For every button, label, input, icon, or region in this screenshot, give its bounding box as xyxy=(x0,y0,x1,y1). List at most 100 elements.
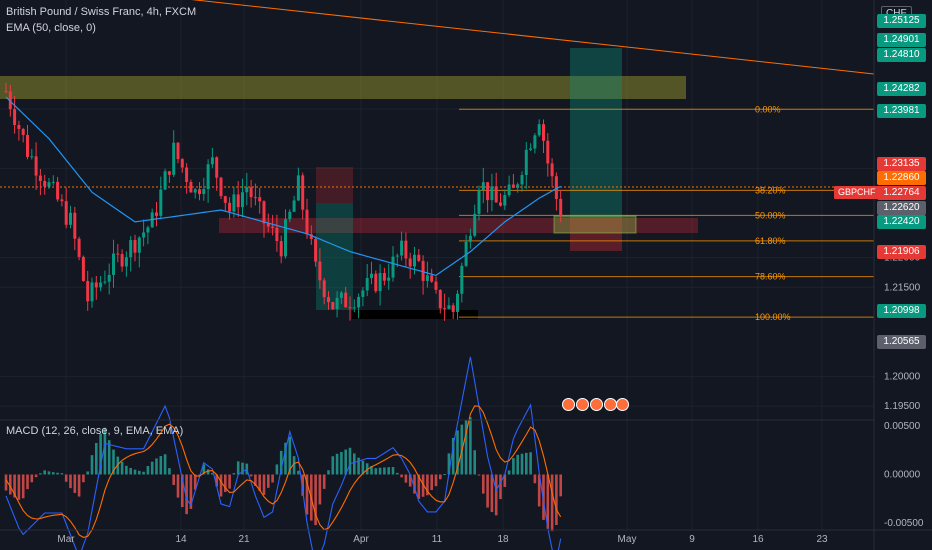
time-tick-label: May xyxy=(618,534,637,545)
macd-histogram-bar xyxy=(525,452,528,475)
candle-body xyxy=(554,176,558,199)
candle-body xyxy=(499,202,502,206)
fib-level-label: 38.20% xyxy=(755,185,786,195)
macd-histogram-bar xyxy=(185,474,188,515)
event-icon[interactable] xyxy=(562,398,575,411)
time-tick-label: 9 xyxy=(689,534,695,545)
candle-body xyxy=(301,175,305,210)
candle-body xyxy=(159,189,163,216)
candle-body xyxy=(249,187,253,198)
event-icon[interactable] xyxy=(616,398,629,411)
macd-histogram-bar xyxy=(129,467,132,475)
price-tag: 1.23981 xyxy=(877,104,926,118)
candle-body xyxy=(456,293,459,312)
candle-body xyxy=(69,212,72,225)
macd-histogram-bar xyxy=(146,466,150,475)
event-icon[interactable] xyxy=(576,398,589,411)
candle-body xyxy=(26,134,29,157)
candle-body xyxy=(185,167,189,182)
macd-histogram-bar xyxy=(168,468,171,475)
macd-histogram-bar xyxy=(473,450,476,475)
candle-body xyxy=(245,187,249,193)
candle-body xyxy=(292,200,296,212)
macd-histogram-bar xyxy=(206,469,210,475)
macd-histogram-bar xyxy=(202,464,206,475)
macd-histogram-bar xyxy=(9,474,12,495)
fib-level-label: 78.60% xyxy=(755,272,786,282)
black-bar xyxy=(352,310,478,319)
candle-body xyxy=(176,142,180,160)
macd-histogram-bar xyxy=(430,474,433,491)
candle-body xyxy=(477,190,481,214)
macd-histogram-bar xyxy=(305,474,309,515)
macd-histogram-bar xyxy=(292,456,296,475)
candle-body xyxy=(365,278,369,291)
chart-title[interactable]: British Pound / Swiss Franc, 4h, FXCM xyxy=(6,6,197,18)
macd-histogram-bar xyxy=(219,474,223,497)
macd-histogram-bar xyxy=(400,474,403,478)
time-tick-label: 21 xyxy=(238,534,250,545)
macd-histogram-bar xyxy=(189,474,193,509)
macd-histogram-bar xyxy=(417,474,421,499)
candle-body xyxy=(468,235,472,242)
macd-histogram-bar xyxy=(193,474,197,490)
price-tick-label: 1.19500 xyxy=(884,401,921,412)
macd-histogram-bar xyxy=(378,467,382,475)
fibonacci-retracement[interactable]: 0.00% 38.20% 50.00% 61.80% 78.60% 100.00% xyxy=(459,104,874,322)
candle-body xyxy=(90,282,94,302)
candle-body xyxy=(430,275,434,282)
candle-body xyxy=(357,296,361,308)
macd-histogram-bar xyxy=(490,474,494,513)
signal-line xyxy=(5,405,562,538)
macd-histogram-bar xyxy=(77,474,81,497)
candle-body xyxy=(219,177,223,197)
candle-body xyxy=(309,234,313,239)
candle-body xyxy=(232,194,236,212)
time-tick-label: 11 xyxy=(432,534,443,545)
candle-body xyxy=(284,219,287,257)
resistance-zone xyxy=(0,76,686,99)
candle-body xyxy=(43,181,47,187)
macd-legend[interactable]: MACD (12, 26, close, 9, EMA, EMA) xyxy=(6,425,184,437)
ema-series-line xyxy=(5,96,561,277)
macd-histogram-bar xyxy=(90,455,94,475)
event-icon[interactable] xyxy=(590,398,603,411)
macd-histogram-bar xyxy=(486,474,489,508)
candle-body xyxy=(94,282,98,288)
ema-legend[interactable]: EMA (50, close, 0) xyxy=(6,22,96,34)
fib-level-label: 50.00% xyxy=(755,210,786,220)
price-tick-label: 1.20000 xyxy=(884,371,921,382)
macd-histogram-bar xyxy=(404,474,408,483)
price-tag: 1.24282 xyxy=(877,82,926,96)
candle-body xyxy=(253,197,257,199)
macd-histogram-bar xyxy=(107,440,111,475)
candle-body xyxy=(511,184,515,188)
candle-body xyxy=(236,194,240,208)
candle-body xyxy=(391,256,395,278)
price-tag: 1.22420 xyxy=(877,215,926,229)
time-tick-label: 16 xyxy=(752,534,764,545)
candle-body xyxy=(486,182,490,201)
time-tick-label: Mar xyxy=(57,534,75,545)
candle-body xyxy=(215,157,219,178)
candle-body xyxy=(546,140,550,164)
candle-body xyxy=(198,189,201,195)
candle-body xyxy=(434,281,438,290)
macd-histogram-bar xyxy=(86,471,89,475)
candle-body xyxy=(382,273,386,281)
macd-histogram-bar xyxy=(396,472,399,475)
candle-body xyxy=(421,260,425,281)
price-tag: 1.23135 xyxy=(877,157,926,171)
macd-histogram-bar xyxy=(443,474,446,476)
candle-body xyxy=(60,199,64,202)
candle-body xyxy=(417,254,421,261)
trend-line xyxy=(191,0,875,75)
macd-histogram-bar xyxy=(236,461,240,475)
grid-lines xyxy=(0,0,874,530)
candle-body xyxy=(137,237,141,253)
macd-pane xyxy=(4,356,562,550)
time-tick-label: Apr xyxy=(353,534,369,545)
candle-body xyxy=(279,241,283,257)
candle-body xyxy=(193,189,197,193)
